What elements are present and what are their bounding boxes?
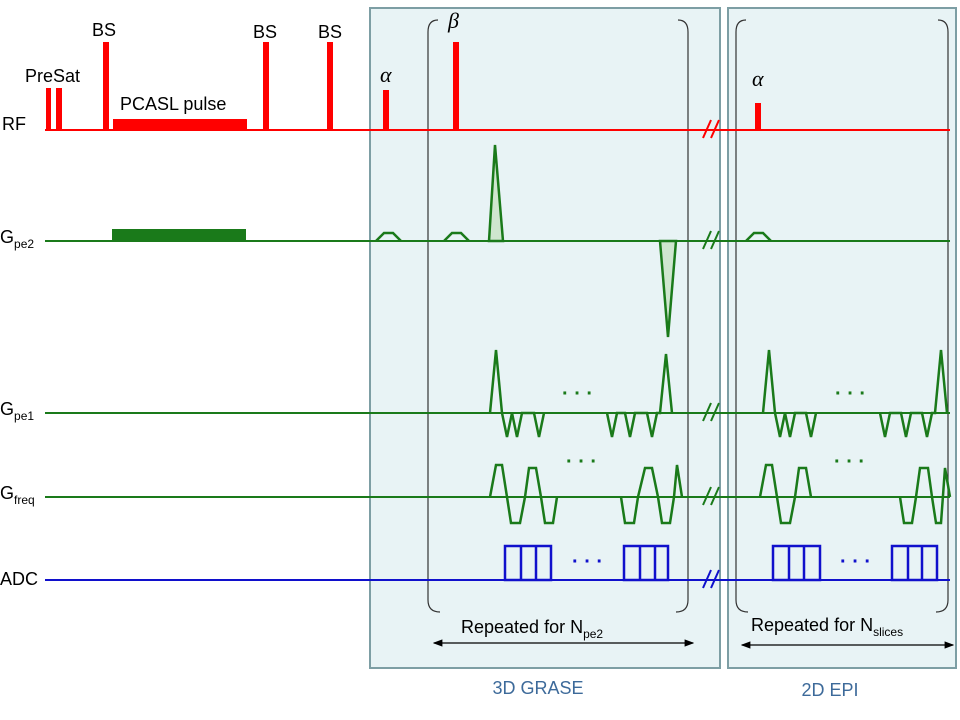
- pulse-label: BS: [318, 22, 342, 42]
- break-marks: [702, 119, 720, 589]
- block-title: 2D EPI: [801, 680, 858, 700]
- ellipses: · · · · · · · · · · · · · · · · · ·: [562, 383, 871, 573]
- repeat-bracket: [735, 19, 949, 613]
- row-label: Gfreq: [0, 483, 35, 507]
- ellipsis: · · ·: [566, 451, 597, 473]
- gpe1-gradients: [488, 349, 949, 438]
- repeat-label: Repeated for Npe2: [461, 617, 603, 641]
- row-label: ADC: [0, 569, 38, 589]
- ellipsis: · · ·: [572, 551, 603, 573]
- row-label: Gpe2: [0, 227, 34, 251]
- flip-angle: β: [447, 8, 459, 33]
- row-label: Gpe1: [0, 399, 34, 423]
- ellipsis: · · ·: [835, 383, 866, 405]
- gfreq-gradients: [488, 463, 952, 525]
- pulse-label: BS: [92, 20, 116, 40]
- ellipsis: · · ·: [834, 451, 865, 473]
- flip-angle: α: [752, 66, 764, 91]
- gpe2-gradients: [375, 144, 772, 338]
- ellipsis: · · ·: [562, 383, 593, 405]
- ellipsis: · · ·: [840, 551, 871, 573]
- rf-pulses: [46, 42, 761, 130]
- row-label: RF: [2, 114, 26, 134]
- pulse-label: BS: [253, 22, 277, 42]
- repeat-bracket: [427, 19, 689, 613]
- adc-windows: [503, 544, 939, 582]
- pulse-label: PreSat: [25, 66, 80, 86]
- gradient-block: [112, 229, 246, 241]
- repeat-label: Repeated for Nslices: [751, 615, 903, 639]
- pulse-label: PCASL pulse: [120, 94, 226, 114]
- block-title: 3D GRASE: [492, 678, 583, 698]
- epi-panel: [727, 7, 957, 669]
- flip-angle: α: [380, 62, 392, 87]
